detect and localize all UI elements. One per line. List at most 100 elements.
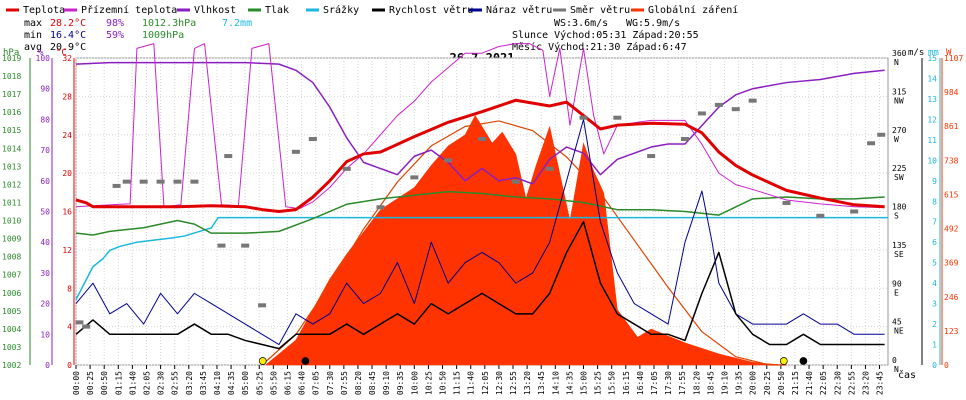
y-tick-mm: 14	[927, 74, 937, 83]
x-tick-label: 20:50	[777, 371, 786, 395]
x-tick-label: 04:35	[227, 371, 236, 395]
legend-label: Globální záření	[648, 4, 738, 16]
sun-moon-marker	[258, 357, 267, 365]
y-tick-hpa: 1008	[2, 253, 21, 262]
y-tick-hpa: 1011	[2, 198, 21, 207]
stat-min-hum: 59%	[106, 30, 124, 41]
legend-label: Směr větru	[570, 4, 630, 16]
axis-unit-ms: m/s	[908, 48, 924, 58]
y-tick-dir-num: 315	[892, 87, 907, 96]
x-tick-label: 19:35	[735, 371, 744, 395]
y-tick-mm: 3	[932, 300, 937, 309]
x-tick-label: 20:25	[763, 371, 772, 395]
wind-dir-mark	[697, 111, 706, 116]
stat-max-press: 1012.3hPa	[142, 18, 196, 29]
y-tick-pct: 20	[40, 300, 50, 309]
stat-avg-temp: 20.9°C	[50, 42, 86, 53]
x-tick-label: 18:45	[706, 371, 715, 395]
y-tick-temp: 24	[62, 131, 72, 140]
axis-unit-hpa: hPa	[3, 48, 19, 58]
wind-dir-mark	[877, 132, 886, 137]
x-tick-label: 12:55	[509, 371, 518, 395]
legend-label: Náraz větru	[486, 4, 552, 16]
y-tick-hpa: 1014	[2, 144, 21, 153]
y-tick-dir-label: N	[894, 365, 899, 374]
wind-dir-mark	[217, 243, 226, 248]
axis-unit-mm: mm	[928, 48, 939, 58]
wind-dir-mark	[342, 166, 351, 171]
y-tick-mm: 7	[932, 218, 937, 227]
wind-dir-mark	[613, 115, 622, 120]
y-tick-pct: 40	[40, 238, 50, 247]
legend-item: Přízemní teplota	[64, 4, 177, 16]
wind-dir-mark	[173, 179, 182, 184]
wind-dir-mark	[444, 158, 453, 163]
x-tick-label: 10:25	[424, 371, 433, 395]
x-tick-label: 17:30	[664, 371, 673, 395]
stat-min-press: 1009hPa	[142, 30, 184, 41]
wind-dir-mark	[122, 179, 131, 184]
y-tick-dir-num: 225	[892, 164, 907, 173]
y-tick-dir-label: S	[894, 212, 899, 221]
x-tick-label: 17:05	[650, 371, 659, 395]
x-tick-label: 06:40	[298, 371, 307, 395]
stat-sun: Slunce Východ:05:31 Západ:20:55	[512, 29, 699, 41]
y-tick-hpa: 1012	[2, 180, 21, 189]
stat-max-hum: 98%	[106, 18, 124, 29]
x-tick-label: 12:05	[481, 371, 490, 395]
x-tick-label: 17:55	[678, 371, 687, 395]
x-tick-label: 21:40	[805, 371, 814, 395]
wind-dir-mark	[156, 179, 165, 184]
x-tick-label: 12:30	[495, 371, 504, 395]
y-tick-hpa: 1013	[2, 162, 21, 171]
wind-dir-mark	[258, 303, 267, 308]
legend-item: Vlhkost	[177, 5, 236, 16]
series-radiation-clear	[261, 120, 787, 366]
legend-item: Tlak	[248, 5, 289, 16]
x-tick-label: 00:00	[72, 371, 81, 395]
y-tick-dir-num: 90	[892, 279, 902, 288]
y-tick-dir-num: 0	[892, 356, 897, 365]
y-tick-mm: 12	[927, 115, 937, 124]
series-radiation	[264, 114, 787, 366]
x-tick-label: 08:20	[354, 371, 363, 395]
wind-dir-mark	[867, 141, 876, 146]
wind-dir-mark	[714, 102, 723, 107]
y-tick-w: 861	[944, 122, 959, 131]
axis-unit-pct: %	[38, 48, 44, 58]
y-tick-dir-label: N	[894, 58, 899, 67]
y-tick-hpa: 1016	[2, 108, 21, 117]
y-tick-mm: 4	[932, 279, 937, 288]
x-tick-label: 02:05	[142, 371, 151, 395]
x-tick-label: 03:45	[199, 371, 208, 395]
y-tick-mm: 11	[927, 136, 937, 145]
y-tick-dir-num: 45	[892, 318, 902, 327]
stat-ws: WS:3.6m/s	[554, 18, 608, 29]
x-tick-label: 15:25	[594, 371, 603, 395]
sun-moon-marker	[779, 357, 788, 365]
x-tick-label: 16:15	[622, 371, 631, 395]
y-tick-dir-label: W	[894, 135, 899, 144]
x-tick-label: 23:20	[861, 371, 870, 395]
wind-dir-mark	[545, 166, 554, 171]
x-tick-label: 01:40	[128, 371, 137, 395]
y-tick-mm: 10	[927, 156, 937, 165]
wind-dir-mark	[681, 137, 689, 142]
y-tick-w: 1107	[944, 54, 963, 63]
x-tick-label: 21:15	[791, 371, 800, 395]
x-tick-label: 09:35	[396, 371, 405, 395]
x-tick-label: 07:55	[340, 371, 349, 395]
y-tick-mm: 15	[927, 54, 937, 63]
y-tick-w: 738	[944, 156, 959, 165]
y-tick-pct: 0	[45, 361, 50, 370]
y-tick-mm: 5	[932, 259, 937, 268]
x-tick-label: 00:25	[86, 371, 95, 395]
y-tick-hpa: 1003	[2, 343, 21, 352]
wind-dir-mark	[139, 179, 148, 184]
y-tick-pct: 90	[40, 85, 50, 94]
series-rain	[75, 216, 888, 300]
x-tick-label: 03:20	[185, 371, 194, 395]
x-tick-label: 01:15	[114, 371, 123, 395]
stat-max-label: max	[24, 18, 42, 29]
y-tick-hpa: 1007	[2, 271, 21, 280]
